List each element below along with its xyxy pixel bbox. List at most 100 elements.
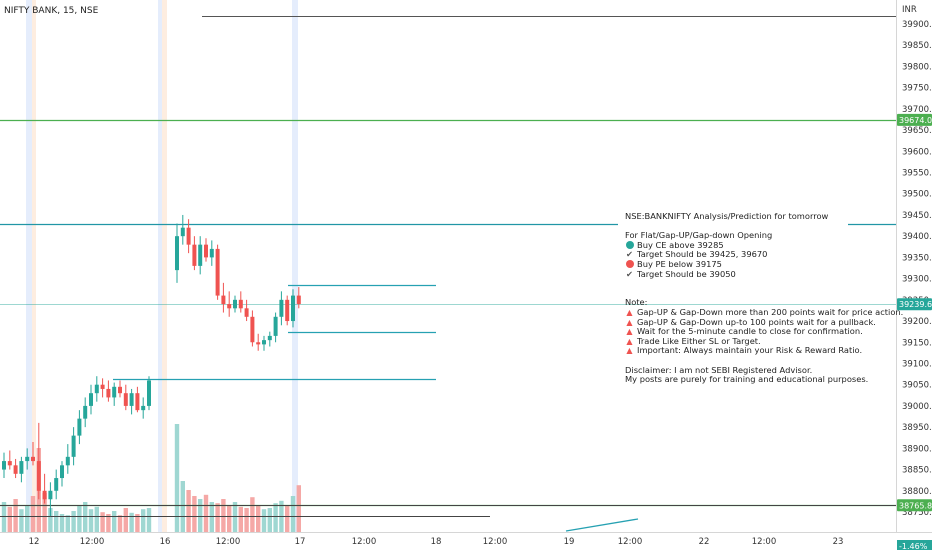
volume-bar bbox=[261, 509, 267, 532]
candle-body bbox=[65, 456, 70, 466]
candle-body bbox=[42, 490, 47, 500]
y-tick-label: 39650.00 bbox=[902, 126, 932, 136]
candle-body bbox=[31, 456, 35, 462]
candle-body bbox=[273, 316, 278, 336]
volume-bars bbox=[1, 424, 301, 532]
candle-body bbox=[238, 299, 243, 309]
volume-bar bbox=[59, 514, 65, 532]
warning-triangle-icon: ▲ bbox=[626, 307, 633, 317]
x-tick-label: 12:00 bbox=[216, 537, 241, 547]
candle-body bbox=[60, 465, 64, 479]
check-mark-icon: ✔ bbox=[626, 249, 633, 260]
y-tick-label: 39450.00 bbox=[902, 211, 932, 221]
x-tick-label: 16 bbox=[160, 537, 171, 547]
candle-body bbox=[227, 304, 232, 309]
volume-bar bbox=[141, 509, 146, 532]
volume-bar bbox=[198, 499, 203, 532]
candle-body bbox=[267, 335, 272, 341]
candle-body bbox=[244, 308, 249, 317]
y-tick-label: 39400.00 bbox=[902, 232, 932, 242]
candle-body bbox=[285, 299, 290, 322]
volume-bar bbox=[19, 509, 24, 532]
time-axis[interactable]: 12 12:00 16 12:00 17 12:00 18 12:00 19 12:00 22 12:… bbox=[29, 537, 844, 547]
candle-body bbox=[2, 461, 6, 470]
volume-bar bbox=[174, 424, 180, 532]
candle-body bbox=[215, 248, 220, 296]
target-pe-text: Target Should be 39050 bbox=[637, 268, 736, 279]
session-highlight bbox=[292, 0, 298, 532]
price-badge-label: -1.46% bbox=[899, 542, 928, 550]
volume-bar bbox=[94, 506, 99, 532]
y-tick-label: 39300.00 bbox=[902, 275, 932, 285]
session-highlights bbox=[26, 0, 896, 532]
note-item-text: Trade Like Either SL or Target. bbox=[637, 335, 761, 346]
check-mark-icon: ✔ bbox=[626, 268, 633, 279]
buy-pe-line: Buy PE below 39175 bbox=[625, 259, 925, 270]
volume-bar bbox=[267, 508, 272, 532]
candle-body bbox=[25, 456, 30, 462]
y-tick-label: 39050.00 bbox=[902, 381, 932, 391]
candle-body bbox=[89, 393, 93, 406]
price-badge-label: 38765.85 bbox=[899, 501, 932, 510]
x-tick-label: 18 bbox=[431, 537, 442, 547]
candle-body bbox=[204, 244, 208, 258]
candle-body bbox=[100, 384, 105, 389]
currency-label: INR bbox=[902, 5, 917, 15]
candle-body bbox=[250, 316, 255, 343]
target-ce-text: Target Should be 39425, 39670 bbox=[637, 249, 768, 260]
session-highlight bbox=[162, 0, 167, 532]
y-tick-label: 39700.00 bbox=[902, 105, 932, 115]
volume-bar bbox=[215, 503, 220, 532]
warning-triangle-icon: ▲ bbox=[626, 346, 633, 356]
volume-bar bbox=[54, 511, 59, 532]
volume-bar bbox=[250, 497, 255, 532]
price-badge-label: 39674.05 bbox=[899, 116, 932, 125]
candle-body bbox=[262, 340, 266, 345]
target-pe-line: ✔ Target Should be 39050 bbox=[625, 268, 925, 280]
volume-bar bbox=[42, 493, 47, 532]
y-tick-label: 39150.00 bbox=[902, 338, 932, 348]
y-tick-label: 39550.00 bbox=[902, 169, 932, 179]
candle-body bbox=[36, 461, 41, 491]
note-item: ▲ Gap-UP & Gap-Down more than 200 points … bbox=[625, 307, 925, 318]
note-item: ▲ Wait for the 5-minute candle to close f… bbox=[625, 326, 925, 337]
buy-ce-line: Buy CE above 39285 bbox=[625, 240, 925, 251]
candle-body bbox=[291, 295, 295, 322]
green-circle-icon bbox=[625, 240, 634, 251]
y-tick-label: 38950.00 bbox=[902, 423, 932, 433]
candle-body bbox=[192, 244, 197, 266]
volume-bar bbox=[71, 511, 76, 532]
warning-triangle-icon: ▲ bbox=[626, 327, 633, 337]
candle-body bbox=[256, 342, 261, 345]
y-tick-label: 39750.00 bbox=[902, 84, 932, 94]
volume-bar bbox=[203, 494, 209, 532]
price-axis[interactable]: 39900.00 39850.00 39800.00 39750.00 39700.00… bbox=[897, 20, 932, 550]
y-tick-label: 39350.00 bbox=[902, 253, 932, 263]
candle-body bbox=[54, 478, 59, 491]
price-badge bbox=[897, 113, 932, 126]
candle-body bbox=[221, 295, 226, 305]
price-badge-label: 39239.65 bbox=[899, 300, 932, 309]
disclaimer-line: Disclaimer: I am not SEBI Registered Adv… bbox=[625, 364, 813, 375]
note-title: Note: bbox=[625, 297, 648, 308]
disclaimer-line: My posts are purely for training and edu… bbox=[625, 374, 869, 385]
y-tick-label: 39600.00 bbox=[902, 147, 932, 157]
candle-body bbox=[94, 384, 99, 394]
y-tick-label: 38800.00 bbox=[902, 487, 932, 497]
candle-body bbox=[118, 386, 122, 394]
volume-bar bbox=[117, 515, 123, 532]
y-tick-label: 39500.00 bbox=[902, 190, 932, 200]
y-tick-label: 38850.00 bbox=[902, 466, 932, 476]
volume-bar bbox=[129, 512, 134, 532]
y-tick-label: 38750.00 bbox=[902, 508, 932, 518]
volume-bar bbox=[146, 508, 152, 532]
candle-body bbox=[198, 244, 203, 266]
volume-bar bbox=[238, 506, 243, 532]
note-heading: NSE:BANKNIFTY Analysis/Prediction for to… bbox=[625, 211, 829, 221]
x-tick-label: 12:00 bbox=[752, 537, 777, 547]
volume-bar bbox=[285, 505, 290, 532]
volume-bar bbox=[106, 514, 111, 532]
chart-title: NIFTY BANK, 15, NSE bbox=[4, 6, 99, 16]
